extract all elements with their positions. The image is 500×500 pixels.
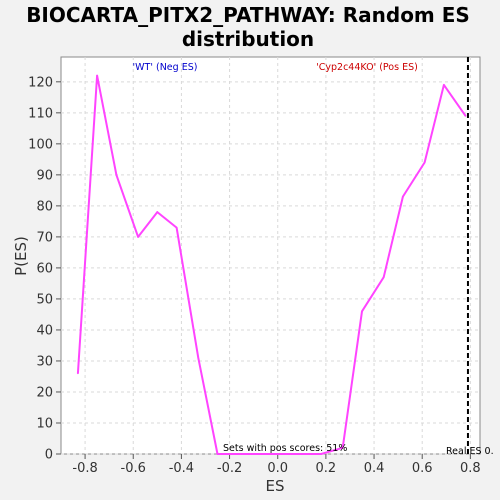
es-distribution-line [76, 74, 467, 455]
x-tick-label: -0.8 [72, 461, 97, 476]
neg-es-label: 'WT' (Neg ES) [133, 62, 198, 73]
axis-ticks: -0.8 -0.6 -0.4 -0.2 0.0 0.2 0.4 0.6 0.8 0 10 20 30 40… [28, 75, 481, 476]
data-point [276, 453, 279, 455]
y-tick-label: 110 [28, 106, 53, 121]
x-tick-label: -0.2 [217, 461, 242, 476]
data-point [77, 372, 79, 375]
x-tick-label: 0.2 [316, 461, 337, 476]
data-point [137, 236, 139, 238]
x-tick-label: 0.8 [460, 461, 481, 476]
data-point [402, 195, 404, 198]
data-point [301, 453, 303, 455]
data-point [197, 357, 200, 359]
x-tick-label: -0.6 [121, 461, 146, 476]
data-point [216, 453, 219, 455]
y-tick-label: 30 [36, 354, 53, 369]
data-point [464, 115, 467, 117]
data-point [96, 74, 98, 77]
x-axis-label: ES [266, 477, 285, 495]
plot-area [60, 56, 481, 455]
data-point [423, 161, 426, 164]
y-tick-label: 0 [45, 448, 53, 463]
data-point [257, 453, 260, 455]
y-tick-label: 70 [36, 230, 53, 245]
data-point [115, 174, 118, 176]
chart-title-line2: distribution [182, 27, 314, 51]
data-point [235, 453, 238, 455]
real-es-label: Real ES 0. [446, 446, 494, 457]
data-point [156, 211, 159, 213]
x-tick-label: 0.4 [364, 461, 385, 476]
series-group [76, 74, 467, 455]
data-point [175, 226, 178, 229]
data-point [320, 453, 322, 455]
x-tick-label: 0.0 [267, 461, 288, 476]
x-tick-label: -0.4 [169, 461, 194, 476]
gridlines [61, 57, 480, 455]
y-tick-label: 80 [36, 199, 53, 214]
chart-title-line1: BIOCARTA_PITX2_PATHWAY: Random ES [26, 3, 470, 27]
x-tick-label: 0.6 [412, 461, 433, 476]
data-point [361, 310, 363, 313]
y-tick-label: 100 [28, 137, 53, 152]
y-tick-label: 50 [36, 292, 53, 307]
data-point [443, 84, 445, 86]
y-axis-label: P(ES) [12, 236, 30, 276]
y-tick-label: 20 [36, 385, 53, 400]
y-tick-label: 120 [28, 75, 53, 90]
y-tick-label: 60 [36, 261, 53, 276]
pos-es-label: 'Cyp2c44KO' (Pos ES) [316, 62, 418, 73]
data-point [382, 276, 385, 279]
y-tick-label: 90 [36, 168, 53, 183]
y-tick-label: 10 [36, 416, 53, 431]
data-point [341, 446, 344, 449]
y-tick-label: 40 [36, 323, 53, 338]
pos-scores-text: Sets with pos scores: 51% [223, 443, 347, 454]
